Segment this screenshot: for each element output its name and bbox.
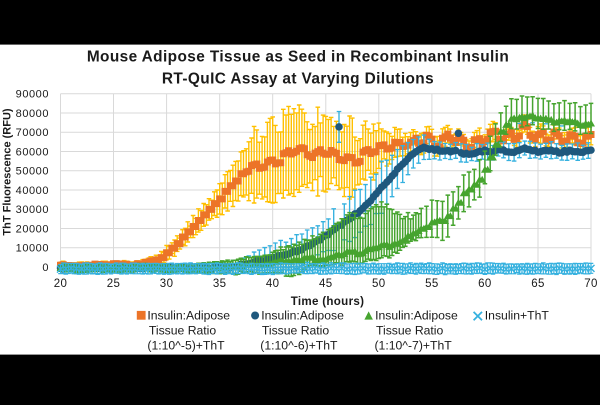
svg-text:ThT Fluorescence (RFU): ThT Fluorescence (RFU) [2,108,14,235]
svg-text:50: 50 [372,278,386,290]
svg-text:(1:10^-7)+ThT: (1:10^-7)+ThT [375,339,453,353]
svg-text:Tissue Ratio: Tissue Ratio [149,324,217,338]
svg-text:70000: 70000 [16,127,49,139]
svg-text:Time (hours): Time (hours) [291,295,365,308]
svg-text:Mouse Adipose Tissue as Seed i: Mouse Adipose Tissue as Seed in Recombin… [87,49,509,66]
svg-text:(1:10^-5)+ThT: (1:10^-5)+ThT [147,339,225,353]
svg-text:Insulin:Adipose: Insulin:Adipose [375,309,458,323]
svg-text:Tissue Ratio: Tissue Ratio [376,324,444,338]
svg-text:30: 30 [160,278,174,290]
svg-text:40: 40 [266,278,280,290]
svg-text:10000: 10000 [16,243,49,255]
svg-text:30000: 30000 [16,204,49,216]
svg-text:(1:10^-6)+ThT: (1:10^-6)+ThT [260,339,338,353]
svg-text:Insulin+ThT: Insulin+ThT [485,309,550,323]
svg-text:Insulin:Adipose: Insulin:Adipose [147,309,230,323]
svg-text:40000: 40000 [16,185,49,197]
svg-text:25: 25 [107,278,121,290]
svg-text:90000: 90000 [16,89,49,101]
svg-text:50000: 50000 [16,166,49,178]
svg-text:0: 0 [42,262,49,274]
svg-text:45: 45 [319,278,333,290]
svg-text:20: 20 [54,278,68,290]
svg-text:Tissue Ratio: Tissue Ratio [262,324,330,338]
svg-text:65: 65 [531,278,545,290]
svg-text:Insulin:Adipose: Insulin:Adipose [261,309,344,323]
svg-text:20000: 20000 [16,223,49,235]
svg-text:80000: 80000 [16,108,49,120]
svg-text:35: 35 [213,278,227,290]
svg-text:55: 55 [425,278,439,290]
svg-text:60000: 60000 [16,146,49,158]
svg-text:RT-QuIC Assay at Varying Dilut: RT-QuIC Assay at Varying Dilutions [162,70,434,87]
svg-text:60: 60 [478,278,492,290]
svg-text:70: 70 [584,278,598,290]
